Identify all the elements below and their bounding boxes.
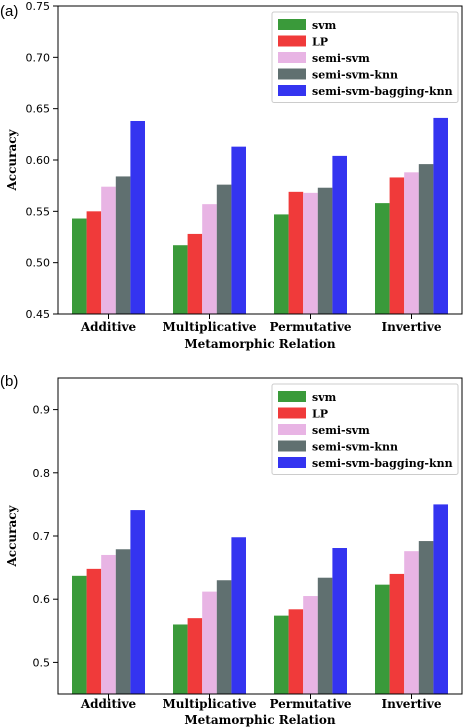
legend-label-svm: svm bbox=[312, 391, 337, 404]
legend-swatch-semi-svm-knn bbox=[278, 440, 306, 452]
bar-lp-additive bbox=[86, 211, 102, 314]
bar-semi-svm-knn-additive bbox=[115, 176, 131, 314]
y-axis-title: Accuracy bbox=[5, 128, 19, 191]
chart-panel-b: (b) 0.5 0.6 0.7 0.8 0.9 Additive Multiplicative… bbox=[0, 373, 463, 727]
legend-swatch-semi-svm-bagging-knn bbox=[278, 85, 306, 96]
y-tick-label: 0.75 bbox=[26, 0, 51, 13]
bar-svm-additive bbox=[72, 575, 87, 694]
bar-semi-svm-multiplicative bbox=[202, 204, 217, 314]
legend-label-lp: LP bbox=[312, 408, 328, 421]
x-tick-label-permutative: Permutative bbox=[269, 697, 351, 711]
legend-swatch-semi-svm-knn bbox=[278, 68, 306, 80]
panel-label: (b) bbox=[0, 373, 18, 390]
legend-swatch-lp bbox=[278, 407, 306, 419]
bar-semi-svm-bagging-knn-invertive bbox=[433, 117, 448, 314]
x-axis-title: Metamorphic Relation bbox=[184, 713, 335, 727]
x-tick-label-invertive: Invertive bbox=[382, 320, 442, 334]
y-tick-label: 0.5 bbox=[33, 656, 51, 669]
bar-lp-permutative bbox=[288, 609, 304, 694]
bar-semi-svm-bagging-knn-invertive bbox=[433, 504, 448, 694]
y-tick-label: 0.8 bbox=[33, 467, 51, 480]
panel-label: (a) bbox=[0, 3, 18, 20]
y-axis-title: Accuracy bbox=[5, 504, 19, 567]
bar-semi-svm-permutative bbox=[303, 596, 318, 694]
bar-lp-multiplicative bbox=[187, 233, 203, 314]
bar-semi-svm-knn-invertive bbox=[418, 541, 434, 694]
y-tick-label: 0.60 bbox=[26, 154, 51, 167]
legend-box bbox=[271, 383, 459, 475]
legend-label-semi-svm-knn: semi-svm-knn bbox=[312, 441, 398, 454]
bar-lp-permutative bbox=[288, 191, 304, 314]
bar-svm-additive bbox=[72, 218, 87, 314]
legend: svm LP semi-svm semi-svm-knn semi-svm-baggin… bbox=[271, 11, 459, 103]
y-tick-label: 0.55 bbox=[26, 205, 51, 218]
bar-semi-svm-multiplicative bbox=[202, 591, 217, 694]
legend-swatch-semi-svm bbox=[278, 424, 306, 435]
bar-svm-multiplicative bbox=[173, 624, 188, 694]
bar-lp-invertive bbox=[389, 177, 405, 314]
x-axis-title: Metamorphic Relation bbox=[184, 337, 335, 351]
bar-semi-svm-bagging-knn-permutative bbox=[332, 548, 347, 694]
bar-semi-svm-bagging-knn-multiplicative bbox=[231, 146, 246, 314]
x-tick-label-invertive: Invertive bbox=[382, 697, 442, 711]
x-tick-label-permutative: Permutative bbox=[269, 320, 351, 334]
legend-label-semi-svm-bagging-knn: semi-svm-bagging-knn bbox=[312, 457, 453, 470]
bar-semi-svm-additive bbox=[101, 186, 116, 314]
legend-swatch-semi-svm-bagging-knn bbox=[278, 457, 306, 468]
bar-semi-svm-bagging-knn-additive bbox=[130, 510, 145, 694]
bar-svm-permutative bbox=[274, 214, 289, 314]
bar-semi-svm-bagging-knn-permutative bbox=[332, 155, 347, 314]
bar-lp-invertive bbox=[389, 573, 405, 694]
bar-svm-multiplicative bbox=[173, 245, 188, 314]
bar-lp-additive bbox=[86, 568, 102, 694]
y-tick-label: 0.6 bbox=[33, 593, 51, 606]
legend-swatch-semi-svm bbox=[278, 52, 306, 63]
legend: svm LP semi-svm semi-svm-knn semi-svm-baggin… bbox=[271, 383, 459, 475]
y-tick-label: 0.65 bbox=[26, 103, 51, 116]
bar-semi-svm-invertive bbox=[404, 551, 419, 694]
bar-semi-svm-knn-additive bbox=[115, 549, 131, 694]
bar-svm-permutative bbox=[274, 615, 289, 694]
legend-label-lp: LP bbox=[312, 36, 328, 49]
legend-label-svm: svm bbox=[312, 19, 337, 32]
bar-semi-svm-knn-permutative bbox=[317, 577, 333, 694]
bar-semi-svm-bagging-knn-multiplicative bbox=[231, 537, 246, 694]
legend-label-semi-svm-bagging-knn: semi-svm-bagging-knn bbox=[312, 85, 453, 98]
bar-semi-svm-knn-permutative bbox=[317, 187, 333, 314]
bar-semi-svm-invertive bbox=[404, 172, 419, 314]
y-tick-label: 0.50 bbox=[26, 257, 51, 270]
x-tick-label-multiplicative: Multiplicative bbox=[163, 697, 257, 711]
y-tick-label: 0.70 bbox=[26, 51, 51, 64]
bar-semi-svm-knn-invertive bbox=[418, 164, 434, 314]
y-tick-label: 0.9 bbox=[33, 404, 51, 417]
x-tick-label-additive: Additive bbox=[80, 697, 137, 711]
x-tick-label-multiplicative: Multiplicative bbox=[163, 320, 257, 334]
bar-semi-svm-additive bbox=[101, 554, 116, 694]
chart-panel-a: (a) 0.45 0.50 0.55 0.60 0.65 0.70 0.75 Additive M… bbox=[0, 0, 463, 351]
y-tick-label: 0.45 bbox=[26, 308, 51, 321]
bar-svm-invertive bbox=[375, 203, 390, 314]
legend-label-semi-svm: semi-svm bbox=[312, 424, 370, 437]
bar-semi-svm-knn-multiplicative bbox=[216, 184, 232, 314]
x-tick-label-additive: Additive bbox=[80, 320, 137, 334]
y-tick-label: 0.7 bbox=[33, 530, 51, 543]
legend-swatch-svm bbox=[278, 391, 306, 402]
bar-lp-multiplicative bbox=[187, 618, 203, 694]
bar-svm-invertive bbox=[375, 584, 390, 694]
bar-semi-svm-knn-multiplicative bbox=[216, 580, 232, 694]
legend-box bbox=[271, 11, 459, 103]
legend-swatch-svm bbox=[278, 19, 306, 30]
legend-label-semi-svm-knn: semi-svm-knn bbox=[312, 69, 398, 82]
bar-semi-svm-bagging-knn-additive bbox=[130, 120, 145, 315]
bar-semi-svm-permutative bbox=[303, 192, 318, 314]
legend-swatch-lp bbox=[278, 35, 306, 47]
legend-label-semi-svm: semi-svm bbox=[312, 52, 370, 65]
